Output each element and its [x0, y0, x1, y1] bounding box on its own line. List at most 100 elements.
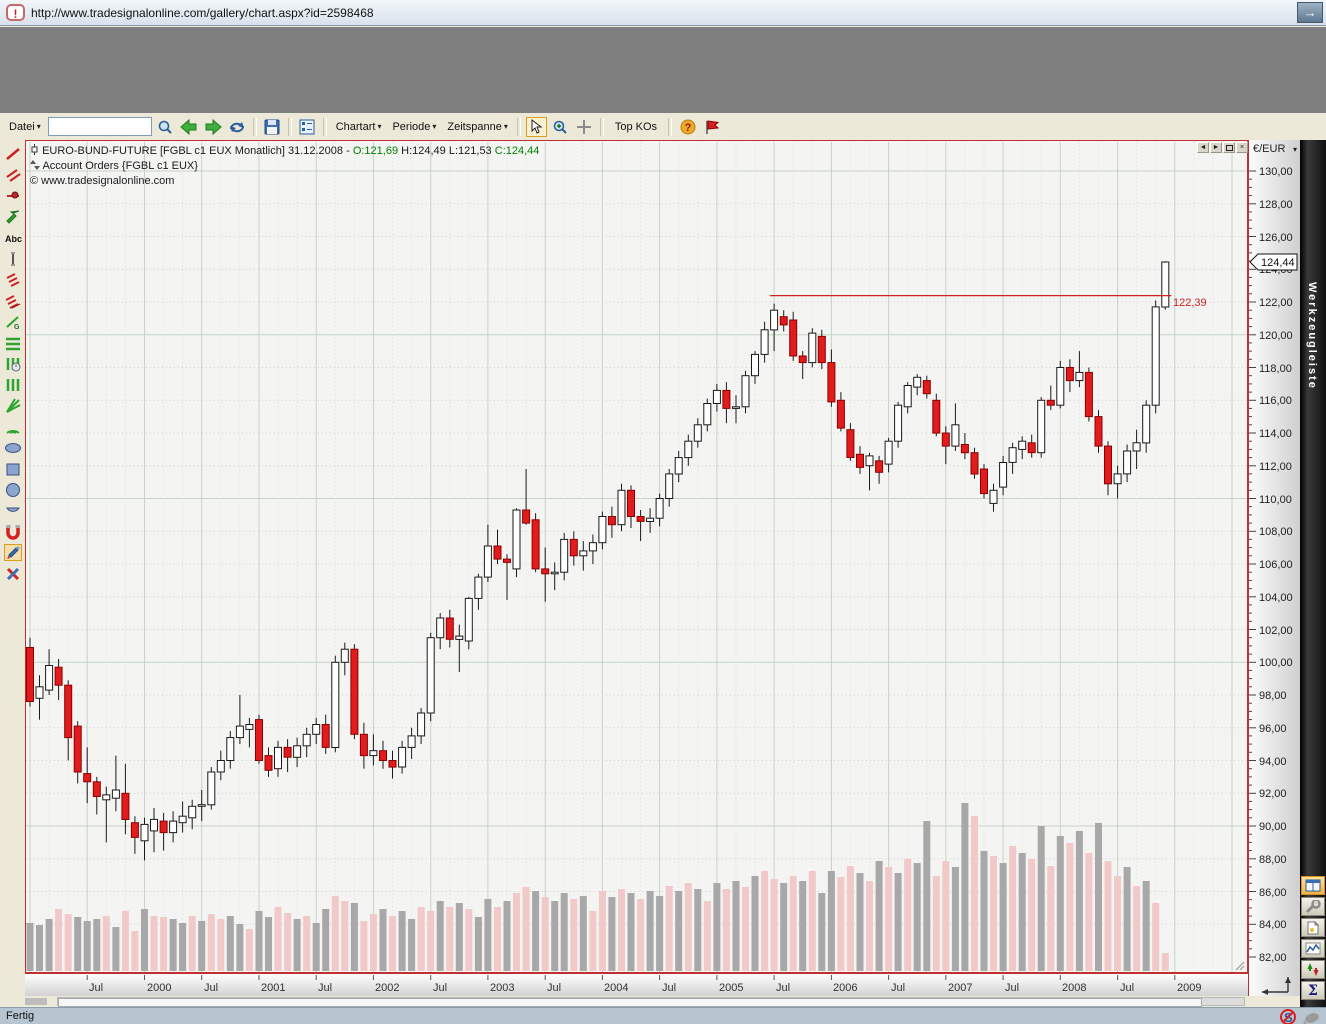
- horizontal-lines-tool-icon[interactable]: [4, 334, 22, 351]
- timespan-menu[interactable]: Zeitspanne ▾: [443, 118, 511, 136]
- arrow-tool-icon[interactable]: [4, 208, 22, 225]
- next-chart-button[interactable]: ►: [1210, 142, 1222, 153]
- svg-text:?: ?: [684, 122, 691, 134]
- price-axis[interactable]: [1248, 140, 1300, 996]
- close-value: C:124,44: [494, 145, 540, 157]
- sidebar-title: Werkzeugleiste: [1306, 282, 1318, 390]
- price-axis-header[interactable]: €/EUR ▾: [1253, 143, 1297, 155]
- scrollbar-track[interactable]: [57, 997, 1245, 1007]
- status-bar: Fertig S: [0, 1007, 1326, 1024]
- flag-icon[interactable]: [701, 117, 722, 137]
- chart-type-label: Chartart: [335, 120, 376, 133]
- forward-arrow-icon[interactable]: [203, 117, 224, 137]
- chart-line-icon[interactable]: [1301, 939, 1325, 958]
- svg-text:G: G: [14, 324, 20, 330]
- parallel-lines-tool-icon[interactable]: [4, 166, 22, 183]
- fan-tool-icon[interactable]: [4, 397, 22, 414]
- blocked-content-icon[interactable]: S: [1280, 1009, 1296, 1024]
- ellipse-tool-icon[interactable]: [4, 439, 22, 456]
- address-bar: ! http://www.tradesignalonline.com/galle…: [0, 0, 1326, 26]
- top-kos-button[interactable]: Top KOs: [614, 120, 658, 133]
- vertical-line-tool-icon[interactable]: [4, 250, 22, 267]
- mouse-icon[interactable]: [1302, 1010, 1322, 1024]
- chart-type-menu[interactable]: Chartart ▾: [332, 118, 386, 136]
- toolbar-separator: [668, 117, 673, 136]
- horizontal-scrollbar[interactable]: [0, 996, 1326, 1007]
- file-menu-label: Datei: [9, 120, 35, 133]
- delete-tool-icon[interactable]: [4, 565, 22, 582]
- refresh-icon[interactable]: [227, 117, 248, 137]
- dropdown-caret-icon: ▾: [377, 122, 382, 131]
- symbol-search-input[interactable]: [47, 117, 152, 136]
- sort-arrows-icon[interactable]: [1301, 960, 1325, 979]
- high-value: H:124,49: [401, 145, 446, 157]
- magnifier-icon[interactable]: [155, 117, 176, 137]
- drawing-toolbar: Abc G: [0, 140, 25, 996]
- toolbar-separator: [322, 117, 327, 136]
- trendline-tool-icon[interactable]: [4, 145, 22, 162]
- help-icon[interactable]: ?: [677, 117, 698, 137]
- sidebar-buttons: Σ: [1301, 876, 1325, 1000]
- ray-tool-icon[interactable]: [4, 187, 22, 204]
- toolbar-separator: [287, 117, 292, 136]
- arcs-tool-icon[interactable]: [4, 418, 22, 435]
- rectangle-tool-icon[interactable]: [4, 460, 22, 477]
- timespan-label: Zeitspanne: [447, 120, 502, 133]
- back-arrow-icon[interactable]: [179, 117, 200, 137]
- circle-tool-icon[interactable]: [4, 481, 22, 498]
- chart-legend: EURO-BUND-FUTURE [FGBL c1 EUX Monatlich]…: [30, 144, 539, 189]
- wrench-icon[interactable]: [1301, 897, 1325, 916]
- candlestick-icon: [31, 144, 38, 155]
- main-toolbar: Datei ▾ Chartart ▾ Periode ▾: [0, 113, 1326, 140]
- vertical-lines-tool-icon[interactable]: [4, 376, 22, 393]
- fib-retracement-tool-icon[interactable]: [4, 271, 22, 288]
- status-text: Fertig: [6, 1010, 35, 1022]
- prev-chart-button[interactable]: ◄: [1197, 142, 1209, 153]
- arc-tool-icon[interactable]: [4, 502, 22, 519]
- dropdown-caret-icon: ▾: [36, 122, 41, 131]
- zoom-in-tool-icon[interactable]: [550, 117, 571, 137]
- toolbar-separator: [599, 117, 604, 136]
- scrollbar-thumb[interactable]: [58, 998, 1202, 1007]
- url-text[interactable]: http://www.tradesignalonline.com/gallery…: [31, 5, 374, 20]
- time-axis[interactable]: [25, 973, 1248, 996]
- pointer-tool-icon[interactable]: [525, 116, 547, 137]
- tool-sidebar: Werkzeugleiste Σ: [1300, 140, 1326, 1007]
- new-document-icon[interactable]: [1301, 918, 1325, 937]
- period-menu[interactable]: Periode ▾: [388, 118, 440, 136]
- save-icon[interactable]: [262, 117, 283, 137]
- crosshair-tool-icon[interactable]: [574, 117, 595, 137]
- edit-tool-icon[interactable]: [3, 544, 22, 561]
- dropdown-caret-icon: ▾: [432, 122, 437, 131]
- restore-icon: [1225, 145, 1233, 151]
- orders-label: Account Orders {FGBL c1 EUX}: [42, 160, 198, 172]
- svg-text:Abc: Abc: [5, 234, 22, 244]
- dropdown-caret-icon: ▾: [503, 122, 508, 131]
- page-background: [0, 27, 1326, 113]
- low-value: L:121,53: [448, 145, 492, 157]
- period-label: Periode: [392, 120, 431, 133]
- instrument-title: EURO-BUND-FUTURE [FGBL c1 EUX Monatlich]…: [42, 145, 350, 157]
- currency-label: €/EUR: [1253, 143, 1286, 155]
- instrument-title-row: EURO-BUND-FUTURE [FGBL c1 EUX Monatlich]…: [30, 144, 539, 159]
- fib-expansion-tool-icon[interactable]: [4, 292, 22, 309]
- copyright-row: © www.tradesignalonline.com: [30, 175, 175, 187]
- close-window-button[interactable]: ×: [1236, 142, 1248, 153]
- toolbar-separator: [516, 117, 521, 136]
- file-menu[interactable]: Datei ▾: [5, 118, 45, 136]
- restore-window-button[interactable]: [1223, 142, 1235, 153]
- text-tool-icon[interactable]: Abc: [4, 229, 22, 246]
- go-button[interactable]: →: [1297, 2, 1323, 23]
- orders-row: Account Orders {FGBL c1 EUX}: [30, 159, 539, 174]
- chart-canvas[interactable]: [25, 140, 1248, 973]
- sigma-icon[interactable]: Σ: [1301, 981, 1325, 1000]
- gann-line-tool-icon[interactable]: G: [4, 313, 22, 330]
- orders-icon: [30, 160, 40, 170]
- layout-grid-icon[interactable]: [1301, 876, 1325, 895]
- time-cycles-tool-icon[interactable]: [4, 355, 22, 372]
- security-alert-icon: !: [6, 4, 25, 21]
- scrollbar-stub: [25, 998, 47, 1005]
- magnet-tool-icon[interactable]: [4, 523, 22, 540]
- chart-settings-icon[interactable]: [297, 117, 318, 137]
